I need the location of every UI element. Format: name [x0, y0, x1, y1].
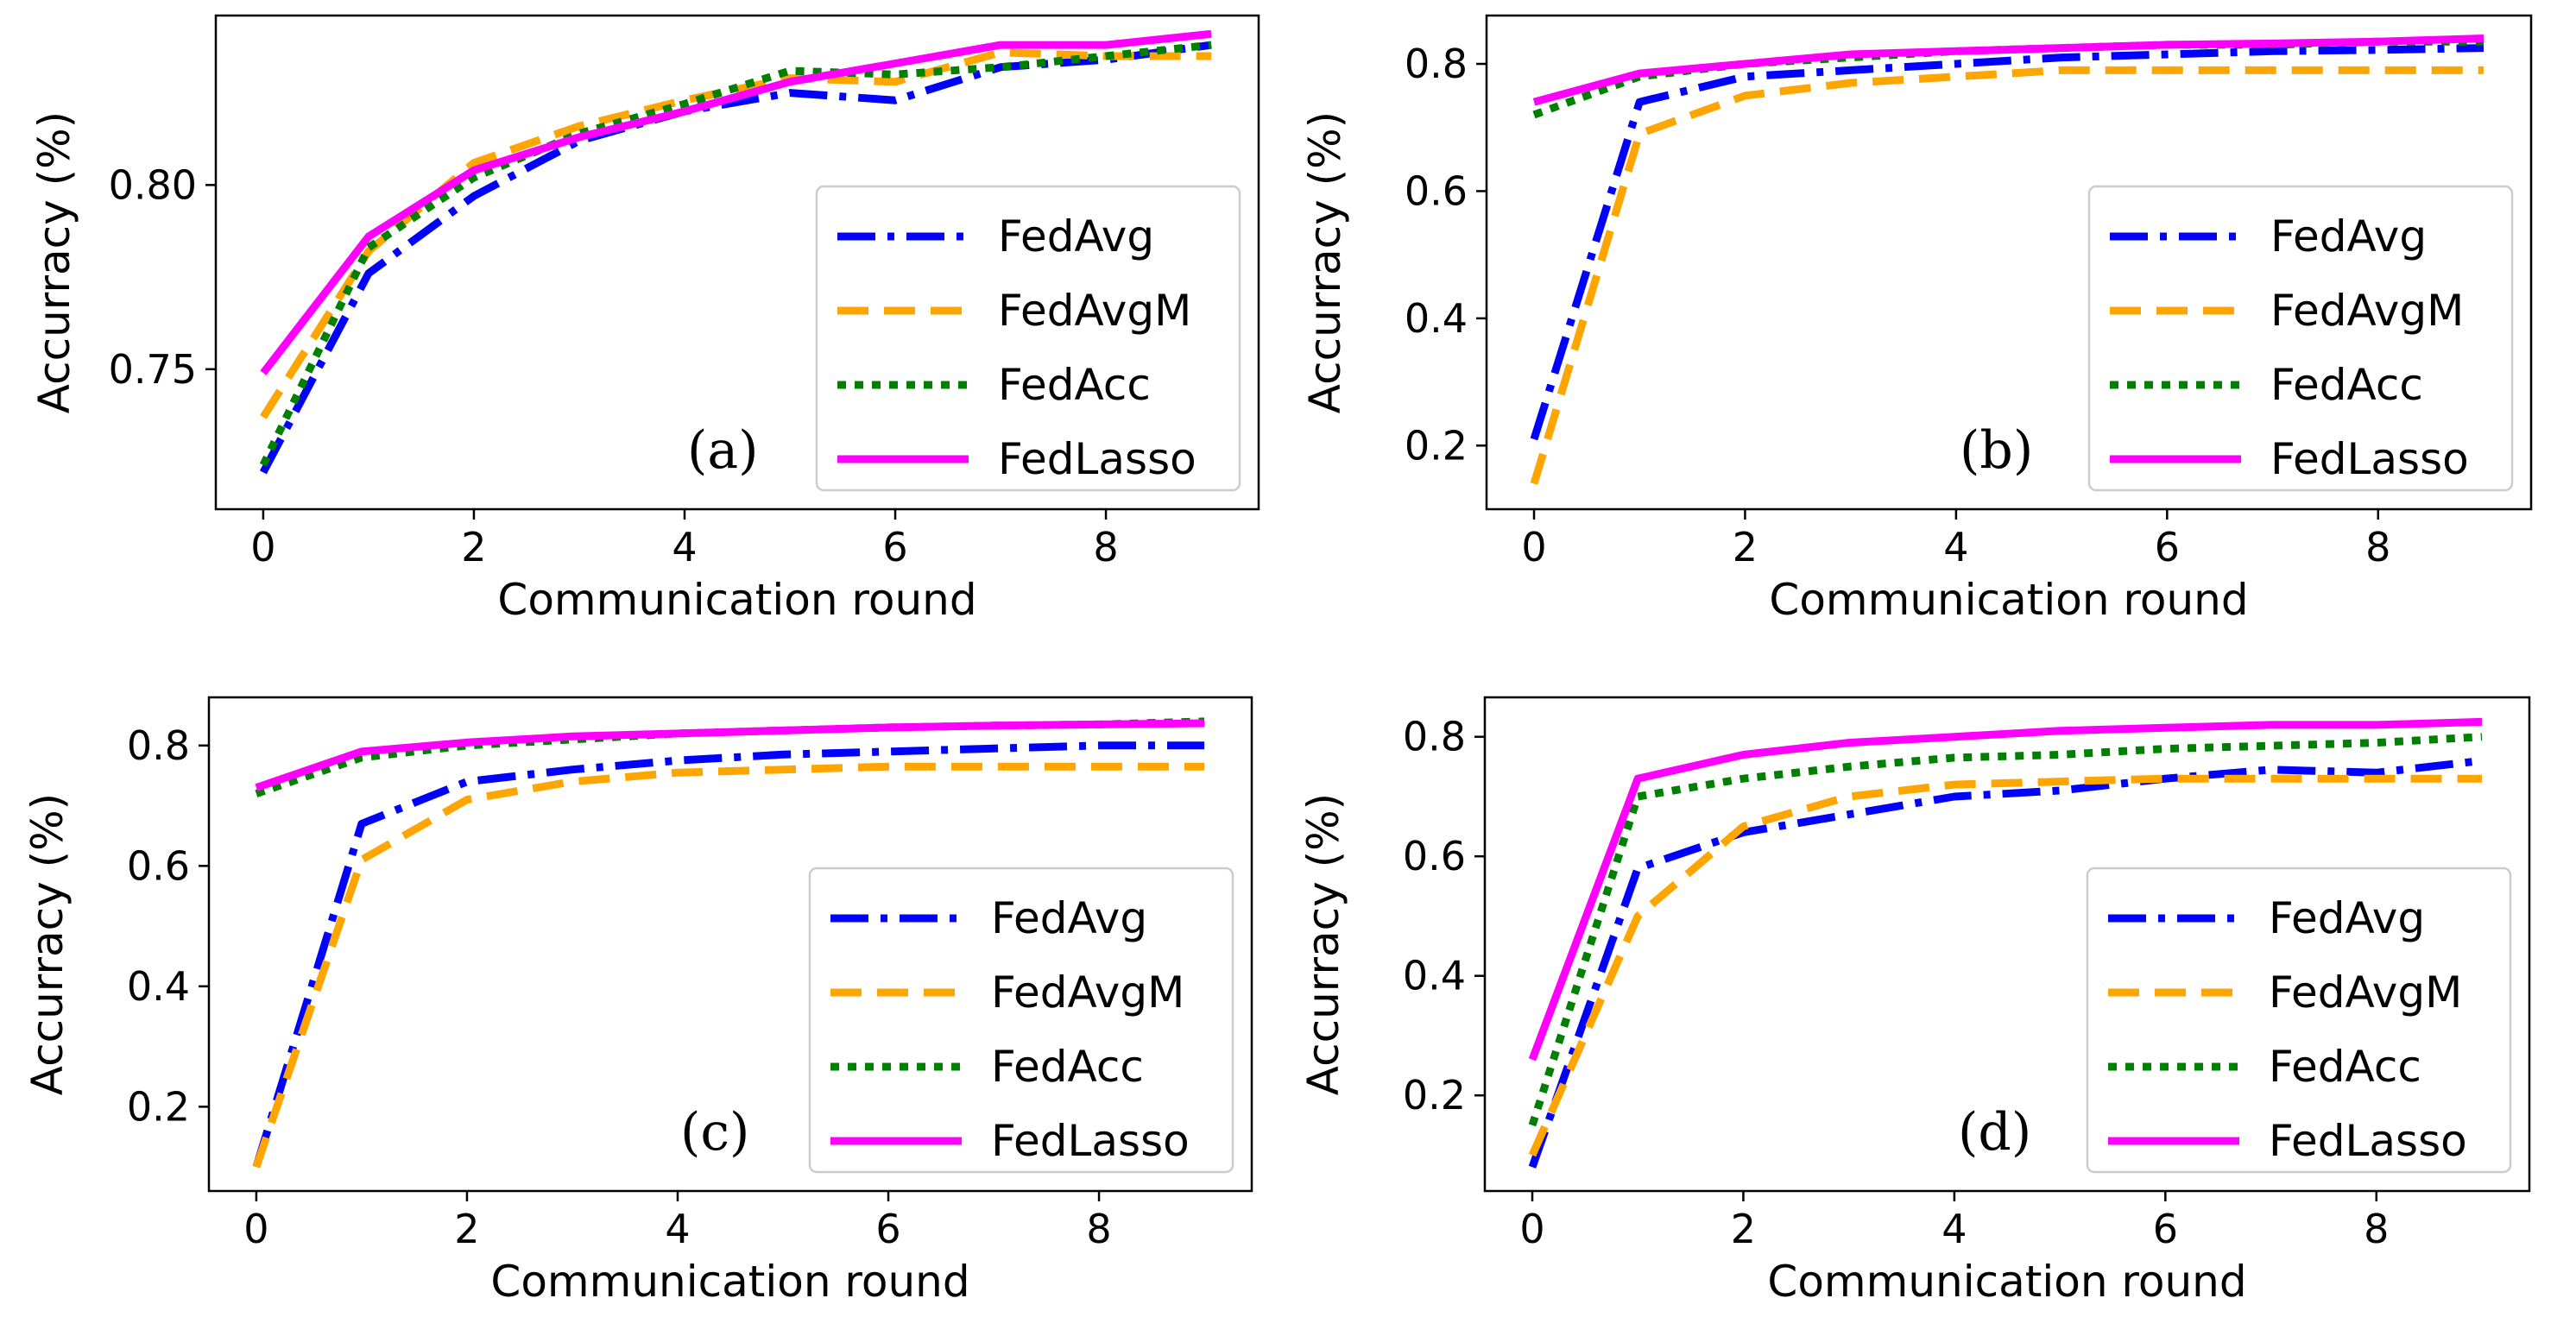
- y-tick-label: 0.8: [1405, 41, 1468, 87]
- x-tick-label: 0: [1521, 524, 1546, 570]
- series-line-fedavgm: [1528, 774, 2482, 1157]
- legend-label-fedavgm: FedAvgM: [2270, 286, 2464, 336]
- legend: FedAvg FedAvgM FedAcc FedLasso: [2086, 867, 2512, 1174]
- legend-label-fedavg: FedAvg: [991, 893, 1147, 943]
- x-axis-label: Communication round: [1767, 1257, 2246, 1307]
- y-tick-label: 0.8: [127, 722, 190, 769]
- x-tick-label: 2: [1733, 524, 1758, 570]
- legend-label-fedavg: FedAvg: [2269, 893, 2425, 943]
- legend-label-fedacc: FedAcc: [998, 360, 1151, 410]
- y-axis-label: Accurracy (%): [29, 111, 79, 413]
- legend-label-fedavg: FedAvg: [998, 211, 1154, 262]
- x-tick-label: 4: [665, 1206, 690, 1252]
- legend-label-fedlasso: FedLasso: [991, 1116, 1190, 1166]
- y-tick-label: 0.4: [1405, 295, 1468, 342]
- y-tick-label: 0.2: [127, 1083, 190, 1130]
- series-line-fedlasso: [255, 719, 1205, 791]
- legend: FedAvg FedAvgM FedAcc FedLasso: [808, 867, 1234, 1174]
- plot-frame: [1483, 696, 2531, 1193]
- legend-label-fedlasso: FedLasso: [2269, 1116, 2467, 1166]
- panel-tag: (c): [680, 1102, 749, 1163]
- panel-2: 0 2 4 6 8 0.2 0.4 0.6 0.8 Communication round Accu…: [1300, 14, 2533, 625]
- x-tick-label: 8: [2365, 524, 2390, 570]
- y-axis-label: Accurracy (%): [1300, 111, 1350, 413]
- legend-label-fedacc: FedAcc: [2270, 360, 2423, 410]
- panel-3: 0 2 4 6 8 0.2 0.4 0.6 0.8 Communication round Accu…: [22, 696, 1253, 1307]
- legend-label-fedacc: FedAcc: [2269, 1042, 2421, 1092]
- y-tick-label: 0.2: [1403, 1072, 1466, 1119]
- panel-tag: (b): [1960, 420, 2033, 481]
- panel-4: 0 2 4 6 8 0.2 0.4 0.6 0.8 Communication round Accu…: [1298, 696, 2531, 1307]
- series-line-fedlasso: [260, 29, 1212, 375]
- y-tick-label: 0.4: [127, 963, 190, 1010]
- x-tick-label: 8: [2364, 1206, 2389, 1252]
- series-line-fedacc: [259, 41, 1212, 467]
- legend-label-fedavgm: FedAvgM: [998, 286, 1191, 336]
- y-tick-label: 0.80: [109, 161, 197, 208]
- y-tick-label: 0.2: [1405, 422, 1468, 469]
- legend-label-fedlasso: FedLasso: [998, 434, 1196, 484]
- x-tick-label: 6: [2153, 1206, 2178, 1252]
- x-axis-label: Communication round: [490, 1257, 969, 1307]
- x-tick-label: 2: [1731, 1206, 1756, 1252]
- x-tick-label: 8: [1093, 524, 1118, 570]
- x-tick-label: 6: [882, 524, 907, 570]
- x-tick-label: 6: [2155, 524, 2180, 570]
- legend: FedAvg FedAvgM FedAcc FedLasso: [2087, 185, 2514, 492]
- x-tick-label: 0: [250, 524, 275, 570]
- legend-label-fedavgm: FedAvgM: [991, 967, 1184, 1018]
- y-tick-label: 0.6: [127, 842, 190, 889]
- x-tick-label: 6: [875, 1206, 900, 1252]
- legend-label-fedlasso: FedLasso: [2270, 434, 2469, 484]
- x-tick-label: 4: [1943, 524, 1968, 570]
- legend-box: [808, 867, 1234, 1174]
- legend-label-fedavgm: FedAvgM: [2269, 967, 2462, 1018]
- series-line-fedlasso: [1532, 35, 2484, 106]
- x-tick-label: 4: [1941, 1206, 1967, 1252]
- x-tick-label: 8: [1086, 1206, 1111, 1252]
- series-line-fedavg: [1528, 756, 2483, 1169]
- y-tick-label: 0.8: [1403, 714, 1466, 760]
- series-line-fedavg: [259, 41, 1212, 475]
- plot-frame: [207, 696, 1253, 1193]
- series-line-fedavgm: [1530, 66, 2484, 485]
- legend-box: [2086, 867, 2512, 1174]
- panel-tag: (a): [687, 420, 759, 481]
- x-tick-label: 2: [454, 1206, 479, 1252]
- panel-1: 0 2 4 6 8 0.75 0.80 Communication round Accurrac…: [29, 14, 1260, 625]
- y-tick-label: 0.6: [1403, 833, 1466, 879]
- legend-box: [815, 185, 1241, 492]
- series-line-fedavgm: [252, 762, 1205, 1169]
- y-axis-label: Accurracy (%): [1298, 793, 1348, 1095]
- x-tick-label: 0: [243, 1206, 268, 1252]
- plot-frame: [214, 14, 1260, 511]
- legend-box: [2087, 185, 2514, 492]
- legend-label-fedacc: FedAcc: [991, 1042, 1144, 1092]
- y-axis-label: Accurracy (%): [22, 793, 73, 1095]
- x-tick-label: 0: [1519, 1206, 1544, 1252]
- x-tick-label: 4: [672, 524, 697, 570]
- x-axis-label: Communication round: [1769, 575, 2248, 625]
- plot-frame: [1485, 14, 2533, 511]
- x-tick-label: 2: [461, 524, 486, 570]
- series-line-fedacc: [1528, 733, 2483, 1127]
- y-tick-label: 0.75: [109, 346, 197, 393]
- series-line-fedlasso: [1528, 717, 2483, 1062]
- panel-tag: (d): [1958, 1102, 2031, 1163]
- y-tick-label: 0.4: [1403, 953, 1466, 999]
- x-axis-label: Communication round: [497, 575, 976, 625]
- series-line-fedavg: [1530, 44, 2484, 441]
- legend: FedAvg FedAvgM FedAcc FedLasso: [815, 185, 1241, 492]
- legend-label-fedavg: FedAvg: [2270, 211, 2427, 262]
- series-line-fedavg: [252, 741, 1205, 1169]
- y-tick-label: 0.6: [1405, 167, 1468, 214]
